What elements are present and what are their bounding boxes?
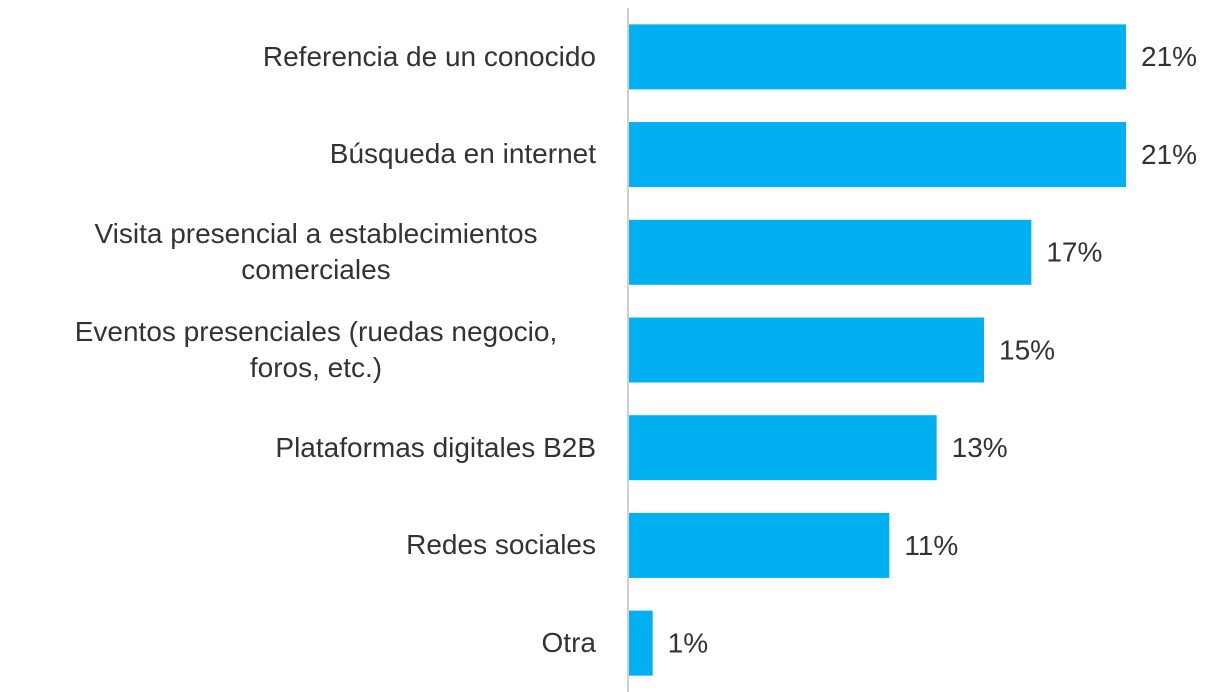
value-label: 1% <box>668 628 708 659</box>
bar <box>629 317 984 383</box>
bar <box>629 219 1032 285</box>
category-label-box: Eventos presenciales (ruedas negocio, fo… <box>0 301 596 399</box>
category-label: Eventos presenciales (ruedas negocio, fo… <box>74 315 558 383</box>
category-label: Redes sociales <box>406 529 596 561</box>
category-label-box: Otra <box>0 594 596 692</box>
category-label-box: Búsqueda en internet <box>0 106 596 204</box>
category-label: Otra <box>541 626 596 658</box>
bar <box>629 122 1126 188</box>
category-label-box: Redes sociales <box>0 497 596 595</box>
category-label-box: Referencia de un conocido <box>0 8 596 106</box>
bar <box>629 415 937 481</box>
category-label-box: Visita presencial a establecimientos com… <box>0 203 596 301</box>
category-label: Visita presencial a establecimientos com… <box>94 217 538 286</box>
category-label: Referencia de un conocido <box>262 40 596 72</box>
value-label: 17% <box>1046 237 1102 268</box>
value-label: 21% <box>1141 139 1197 170</box>
bar <box>629 512 890 578</box>
bar <box>629 24 1126 90</box>
value-label: 13% <box>952 432 1008 463</box>
value-label: 15% <box>999 334 1055 365</box>
category-label-box: Plataformas digitales B2B <box>0 399 596 497</box>
value-label: 21% <box>1141 41 1197 72</box>
bar <box>629 610 653 676</box>
value-label: 11% <box>904 530 958 561</box>
category-label: Plataformas digitales B2B <box>275 431 596 463</box>
category-label: Búsqueda en internet <box>329 138 596 170</box>
